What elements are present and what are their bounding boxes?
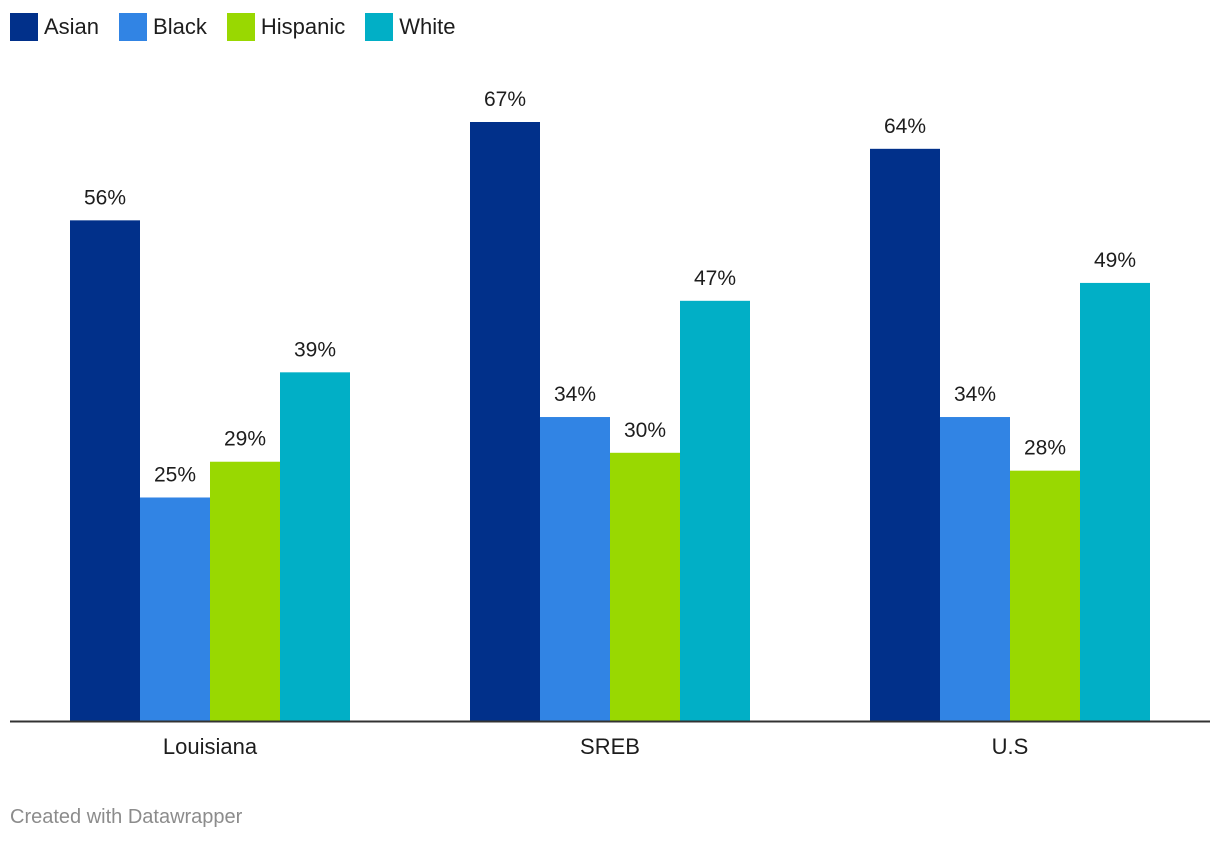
- bar-sreb-black: [540, 417, 610, 721]
- credit-text: Created with Datawrapper: [10, 806, 243, 828]
- data-label: 28%: [1024, 437, 1066, 460]
- bar-louisiana-white: [280, 372, 350, 721]
- legend-label: Hispanic: [260, 14, 346, 39]
- legend-item-asian: Asian: [10, 13, 99, 41]
- legend-label: Asian: [44, 14, 100, 39]
- data-label: 29%: [224, 428, 266, 451]
- legend-swatch: [226, 13, 255, 41]
- data-label: 49%: [1094, 249, 1136, 272]
- data-label: 56%: [84, 186, 126, 209]
- legend-swatch: [10, 13, 38, 41]
- legend-item-white: White: [365, 13, 455, 41]
- bar-louisiana-black: [140, 497, 210, 721]
- bar-us-asian: [870, 148, 940, 721]
- bar-louisiana-hispanic: [210, 461, 280, 721]
- category-label: Louisiana: [163, 734, 258, 759]
- chart-legend: Asian Black Hispanic White: [10, 12, 475, 42]
- data-label: 67%: [484, 88, 526, 111]
- bar-us-black: [940, 417, 1010, 721]
- data-label: 64%: [884, 115, 926, 138]
- bar-sreb-hispanic: [610, 452, 680, 721]
- data-label: 30%: [624, 419, 666, 442]
- category-label: SREB: [580, 734, 640, 759]
- bar-chart: 56% 25% 29% 39% Louisiana 67% 34% 30% 47% SREB 64%…: [10, 88, 1210, 759]
- data-label: 39%: [294, 338, 336, 361]
- bar-louisiana-asian: [70, 220, 140, 722]
- data-label: 25%: [154, 463, 196, 486]
- legend-swatch: [365, 13, 394, 41]
- data-label: 34%: [954, 383, 996, 406]
- category-label: U.S: [992, 734, 1029, 759]
- legend-swatch: [119, 13, 148, 41]
- bar-us-hispanic: [1010, 470, 1080, 721]
- legend-label: White: [399, 14, 456, 39]
- bar-sreb-white: [680, 300, 750, 721]
- legend-label: Black: [153, 14, 207, 39]
- legend-item-black: Black: [119, 13, 207, 41]
- bar-us-white: [1080, 282, 1150, 721]
- data-label: 34%: [554, 383, 596, 406]
- legend-item-hispanic: Hispanic: [226, 13, 346, 41]
- data-label: 47%: [694, 267, 736, 290]
- bar-sreb-asian: [470, 122, 540, 721]
